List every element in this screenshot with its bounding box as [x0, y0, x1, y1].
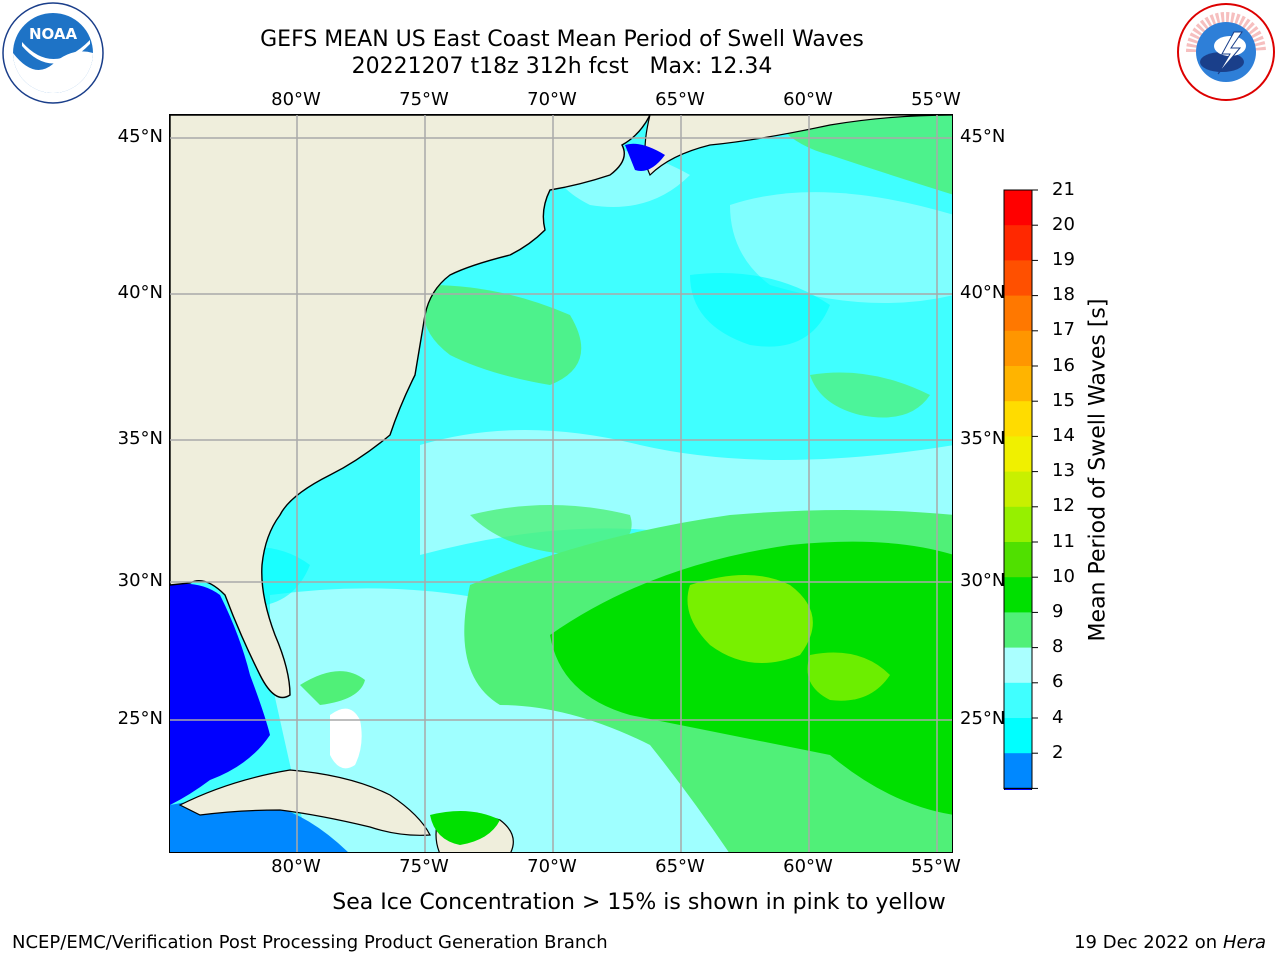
colorbar-label: Mean Period of Swell Waves [s]	[1085, 298, 1111, 642]
colorbar-segment	[1004, 225, 1032, 261]
cuba-landmass	[178, 769, 431, 836]
lat-tick-right: 30°N	[960, 570, 1006, 591]
colorbar	[1003, 189, 1038, 790]
colorbar-tick: 8	[1052, 636, 1064, 657]
map-gridlines	[170, 115, 952, 852]
svg-text:NOAA: NOAA	[29, 25, 78, 43]
colorbar-tick: 2	[1052, 742, 1064, 763]
colorbar-tick: 14	[1052, 425, 1075, 446]
lon-tick-bottom: 80°W	[271, 856, 321, 877]
colorbar-segment	[1004, 612, 1032, 649]
lon-tick-bottom: 70°W	[527, 856, 577, 877]
lat-tick-right: 35°N	[960, 428, 1006, 449]
bahamas-bank-green	[300, 671, 365, 705]
colorbar-segment	[1004, 718, 1032, 754]
maritimes-landmass	[644, 115, 952, 177]
colorbar-tick: 9	[1052, 601, 1064, 622]
colorbar-segment	[1004, 506, 1032, 543]
noaa-logo: NOAA	[2, 2, 104, 104]
lon-tick-bottom: 75°W	[399, 856, 449, 877]
lat-tick-right: 45°N	[960, 126, 1006, 147]
lat-tick-right: 40°N	[960, 282, 1006, 303]
sea-ice-note: Sea Ice Concentration > 15% is shown in …	[332, 890, 946, 915]
colorbar-segment	[1004, 753, 1032, 789]
colorbar-segment	[1004, 542, 1032, 578]
footer-machine: Hera	[1222, 932, 1266, 953]
lon-tick-bottom: 65°W	[655, 856, 705, 877]
period-12s-region	[687, 575, 813, 663]
nws-logo	[1176, 2, 1276, 102]
lat-tick-right: 25°N	[960, 708, 1006, 729]
lon-tick-top: 60°W	[783, 89, 833, 110]
colorbar-segment	[1004, 682, 1032, 719]
lat-tick-left: 40°N	[117, 282, 163, 303]
period-9s-region	[810, 372, 930, 418]
period-8s-region	[730, 192, 952, 303]
colorbar-segment	[1004, 401, 1032, 437]
map-canvas	[170, 115, 952, 852]
lon-tick-bottom: 60°W	[783, 856, 833, 877]
colorbar-tick: 15	[1052, 390, 1075, 411]
lon-tick-top: 70°W	[527, 89, 577, 110]
colorbar-tick: 18	[1052, 284, 1075, 305]
colorbar-segment	[1004, 577, 1032, 613]
colorbar-segment	[1004, 295, 1032, 332]
lat-tick-left: 25°N	[117, 708, 163, 729]
colorbar-tick: 4	[1052, 707, 1064, 728]
lon-tick-top: 75°W	[399, 89, 449, 110]
north-america-landmass	[170, 115, 651, 699]
period-12s-region	[807, 652, 890, 701]
lat-tick-left: 30°N	[117, 570, 163, 591]
colorbar-tick: 17	[1052, 319, 1075, 340]
period-11s-region	[550, 541, 952, 815]
colorbar-tick: 19	[1052, 249, 1075, 270]
colorbar-tick: 10	[1052, 566, 1075, 587]
colorbar-segment	[1004, 471, 1032, 508]
lon-tick-bottom: 55°W	[911, 856, 961, 877]
gulf-low-period-region	[170, 583, 270, 805]
colorbar-segment	[1004, 190, 1032, 226]
colorbar-segment	[1004, 330, 1032, 367]
footer-organization: NCEP/EMC/Verification Post Processing Pr…	[12, 932, 608, 953]
colorbar-segment	[1004, 366, 1032, 402]
colorbar-tick: 13	[1052, 460, 1075, 481]
chart-title: GEFS MEAN US East Coast Mean Period of S…	[260, 27, 864, 52]
footer-date-text: 19 Dec 2022 on	[1074, 932, 1218, 953]
lon-tick-top: 80°W	[271, 89, 321, 110]
colorbar-tick: 11	[1052, 531, 1075, 552]
period-9s-region	[770, 115, 952, 195]
lat-tick-left: 35°N	[117, 428, 163, 449]
lon-tick-top: 65°W	[655, 89, 705, 110]
swell-period-map	[169, 114, 953, 853]
turks-caicos-green	[430, 811, 500, 845]
footer-date: 19 Dec 2022 on Hera	[1074, 932, 1266, 953]
period-9s-region	[470, 505, 632, 555]
lon-tick-top: 55°W	[911, 89, 961, 110]
colorbar-frame	[1003, 189, 1033, 789]
colorbar-tick: 16	[1052, 355, 1075, 376]
period-6s-region	[690, 273, 830, 347]
colorbar-segment	[1004, 647, 1032, 684]
bay-of-fundy	[625, 143, 665, 171]
colorbar-tick: 21	[1052, 179, 1075, 200]
colorbar-segment	[1004, 260, 1032, 297]
colorbar-tick: 6	[1052, 671, 1064, 692]
colorbar-tick: 20	[1052, 214, 1075, 235]
bahamas-bank	[330, 708, 362, 769]
colorbar-tick: 12	[1052, 495, 1075, 516]
lat-tick-left: 45°N	[117, 126, 163, 147]
colorbar-segment	[1004, 436, 1032, 473]
chart-subtitle: 20221207 t18z 312h fcst Max: 12.34	[351, 54, 773, 79]
period-9s-region	[423, 285, 582, 385]
